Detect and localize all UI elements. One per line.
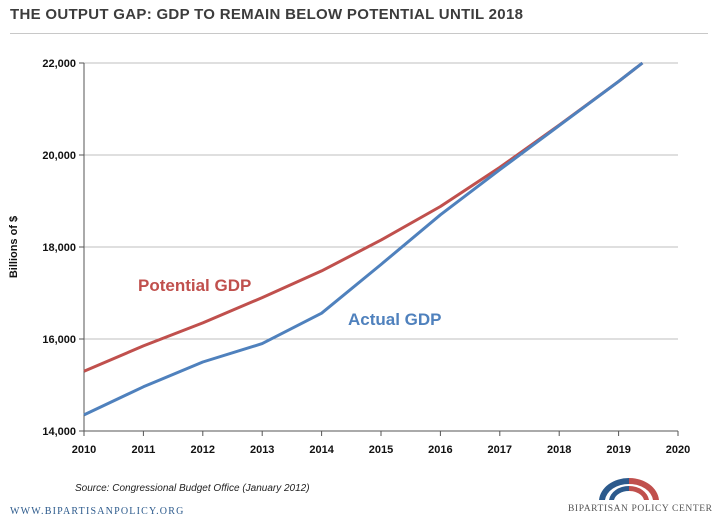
y-tick-labels: 14,000 16,000 18,000 20,000 22,000 [42,58,76,438]
x-tick-label: 2013 [250,444,274,456]
y-tick-label: 16,000 [42,334,76,346]
y-tick-label: 20,000 [42,150,76,162]
y-tick-label: 14,000 [42,426,76,438]
x-tick-label: 2016 [428,444,452,456]
y-axis-label: Billions of $ [8,216,20,278]
x-tick-label: 2012 [191,444,215,456]
x-tick-label: 2020 [666,444,690,456]
x-tick-label: 2017 [488,444,512,456]
axes [79,62,679,436]
website-link[interactable]: WWW.BIPARTISANPOLICY.ORG [10,506,185,517]
bpc-logo-text: BIPARTISAN POLICY CENTER [568,504,713,514]
x-tick-label: 2014 [309,444,334,456]
chart-title: THE OUTPUT GAP: GDP TO REMAIN BELOW POTE… [10,6,524,23]
series-lines [83,61,644,417]
x-tick-label: 2015 [369,444,393,456]
bpc-logo-icon [599,477,659,500]
y-tick-label: 18,000 [42,242,76,254]
series-label-potential-gdp: Potential GDP [138,276,251,295]
gridlines [84,62,678,340]
x-tick-labels: 2010 2011 2012 2013 2014 2015 2016 2017 2018 2019… [72,444,690,456]
series-label-actual-gdp: Actual GDP [348,310,442,329]
x-tick-label: 2010 [72,444,96,456]
y-tick-label: 22,000 [42,58,76,70]
x-tick-label: 2018 [547,444,571,456]
x-tick-label: 2011 [131,444,155,456]
source-note: Source: Congressional Budget Office (Jan… [75,483,310,494]
series-line-actual-gdp [83,61,644,417]
title-divider [10,33,708,34]
x-tick-label: 2019 [606,444,630,456]
